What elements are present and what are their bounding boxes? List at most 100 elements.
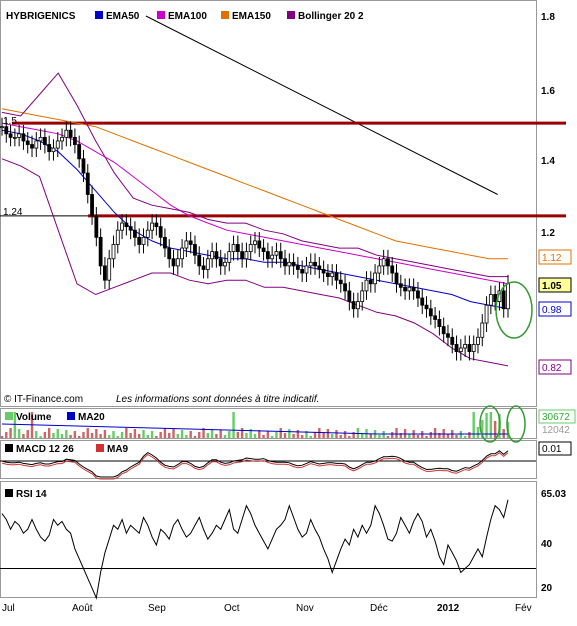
trendline — [145, 15, 498, 195]
candle-body — [441, 326, 446, 335]
volume-bar — [103, 430, 107, 438]
x-tick-label: Sep — [148, 603, 166, 614]
candle-body — [330, 272, 335, 278]
volume-bar — [65, 430, 68, 438]
candle-body — [175, 258, 180, 267]
candle-body — [386, 258, 390, 267]
candle-body — [446, 333, 450, 338]
candle-body — [150, 222, 154, 231]
candle-body — [145, 229, 150, 238]
volume-ellipse — [479, 405, 501, 443]
candle-body — [265, 251, 270, 260]
volume-bar — [95, 429, 98, 438]
candle-body — [338, 279, 343, 285]
x-tick-label: Oct — [224, 603, 240, 614]
candle-body — [141, 236, 146, 245]
candle-body — [115, 229, 120, 245]
candle-body — [120, 222, 124, 231]
volume-bar — [112, 431, 115, 438]
volume-bar — [468, 432, 471, 438]
volume-bar — [369, 434, 372, 438]
candle-body — [484, 304, 489, 324]
volume-bar — [138, 434, 141, 438]
candle-body — [47, 144, 52, 153]
level-label-1-5: 1.5 — [3, 116, 17, 127]
legend-bollinger-swatch — [287, 11, 295, 19]
volume-bar — [86, 428, 89, 438]
macd-layer — [0, 450, 536, 480]
volume-bar — [433, 428, 437, 438]
volume-bar — [313, 432, 317, 438]
candle-body — [257, 240, 262, 249]
volume-bar — [108, 435, 111, 438]
volume-bar — [386, 436, 390, 438]
volume-bar — [99, 434, 102, 438]
candle-body — [317, 265, 322, 270]
legend-rsi-swatch — [5, 489, 13, 497]
candle-body — [291, 261, 296, 267]
candle-body — [154, 222, 159, 228]
candle-body — [287, 261, 292, 267]
candle-body — [158, 226, 163, 238]
volume-bar — [17, 429, 21, 438]
candle-body — [90, 194, 94, 217]
volume-bar — [245, 433, 248, 438]
badge-ema50: 0.98 — [542, 305, 562, 316]
volume-bar — [485, 413, 488, 438]
volume-bar — [236, 432, 240, 438]
candle-body — [381, 258, 386, 267]
candle-body — [17, 133, 22, 138]
volume-bar — [476, 427, 480, 438]
candle-body — [240, 251, 245, 260]
x-tick-label: Nov — [296, 603, 314, 614]
candle-body — [42, 136, 47, 145]
candle-body — [467, 344, 472, 352]
volume-bar — [309, 436, 312, 438]
candle-body — [201, 265, 206, 270]
volume-bar — [361, 433, 364, 438]
volume-bar — [116, 436, 119, 438]
badge-close-box — [538, 277, 572, 293]
candle-body — [377, 265, 382, 274]
volume-bar — [185, 435, 188, 438]
volume-bar — [155, 436, 158, 438]
legend-ticker: HYBRIGENICS — [6, 11, 76, 22]
price-ytick: 1.6 — [541, 86, 555, 97]
candle-body — [261, 247, 266, 253]
volume-bar — [146, 435, 149, 438]
volume-bar — [228, 431, 231, 438]
candle-body — [60, 136, 64, 142]
candle-body — [407, 286, 412, 292]
candle-body — [197, 254, 202, 267]
volume-bar — [129, 433, 132, 438]
volume-bar — [326, 429, 330, 438]
badge-ema50-box — [538, 301, 572, 317]
price-panel-frame — [0, 0, 537, 407]
x-tick-label: Déc — [370, 603, 388, 614]
candle-body — [398, 283, 403, 288]
legend-rsi: RSI 14 — [16, 489, 47, 500]
x-axis-labels: Jul Août Sep Oct Nov Déc 2012 Fév — [2, 603, 532, 614]
volume-bar — [77, 436, 81, 438]
rsi-panel-frame — [0, 481, 537, 598]
candle-body — [506, 283, 510, 310]
candle-body — [295, 265, 300, 270]
volume-bar — [391, 432, 394, 438]
volume-bar — [176, 434, 180, 438]
volume-bar — [39, 436, 42, 438]
volume-bar — [352, 432, 355, 438]
volume-bar — [266, 431, 270, 438]
candle-body — [12, 136, 17, 139]
volume-bar — [395, 428, 398, 438]
candle-body — [334, 272, 339, 281]
volume-bar — [288, 429, 291, 438]
candle-body — [304, 265, 309, 274]
macd-line — [1, 450, 509, 478]
legend-ema50-swatch — [95, 11, 103, 19]
rsi-layer — [0, 499, 536, 600]
rsi-ytick: 40 — [541, 539, 553, 550]
volume-bar — [240, 428, 244, 438]
candle-body — [463, 344, 468, 349]
candle-body — [278, 251, 283, 260]
candle-body — [137, 236, 142, 245]
